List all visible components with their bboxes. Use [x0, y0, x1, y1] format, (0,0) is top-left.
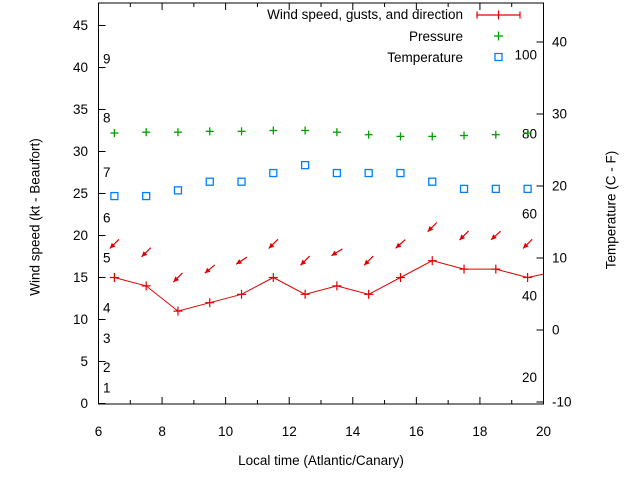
y-left-tick-label: 35 — [73, 102, 88, 117]
y-right-tick-label: 10 — [552, 251, 567, 266]
wind-line — [114, 260, 544, 312]
wind-series — [109, 256, 544, 316]
fahrenheit-labels: 20 40 60 80 100 — [514, 47, 537, 385]
beaufort-label: 8 — [103, 110, 111, 125]
gust-direction-arrows — [109, 222, 533, 283]
beaufort-label: 3 — [103, 331, 111, 346]
wind-arrow-head — [331, 250, 338, 256]
y-left-axis-title: Wind speed (kt - Beaufort) — [27, 138, 43, 296]
pressure-series — [110, 126, 532, 141]
x-tick-label: 20 — [536, 424, 551, 439]
wind-arrow-head — [427, 226, 434, 232]
y-left-tick-label: 0 — [80, 396, 88, 411]
y-right-tick-label: 40 — [552, 35, 567, 50]
y-left-tick-label: 15 — [73, 270, 88, 285]
x-tick-label: 10 — [218, 424, 233, 439]
x-tick-label: 12 — [282, 424, 297, 439]
beaufort-label: 5 — [103, 251, 111, 266]
temperature-point — [205, 177, 214, 186]
y-right-tick-label: 20 — [552, 179, 567, 194]
x-axis: 6 8 10 12 14 16 18 20 — [95, 3, 551, 439]
beaufort-label: 9 — [103, 52, 111, 67]
temperature-point — [237, 177, 246, 186]
y-left-tick-label: 10 — [73, 312, 88, 327]
legend-row-wind: Wind speed, gusts, and direction — [267, 4, 522, 25]
temperature-point — [459, 184, 469, 194]
fahrenheit-label: 80 — [522, 127, 537, 142]
legend-label-pressure: Pressure — [408, 28, 463, 44]
wind-arrow-head — [204, 267, 211, 274]
wind-arrow-head — [300, 259, 307, 266]
wind-arrow-head — [141, 251, 148, 257]
legend-label-temperature: Temperature — [387, 49, 463, 65]
fahrenheit-label: 100 — [514, 47, 537, 62]
fahrenheit-label: 40 — [522, 289, 537, 304]
temperature-point — [300, 160, 310, 170]
beaufort-label: 1 — [103, 380, 111, 395]
pressure-plus-legend-icon — [475, 30, 522, 42]
wind-arrow-head — [395, 242, 402, 249]
x-tick-label: 6 — [95, 424, 103, 439]
legend-label-wind: Wind speed, gusts, and direction — [267, 7, 463, 23]
y-left-tick-label: 25 — [73, 186, 88, 201]
beaufort-label: 6 — [103, 210, 111, 225]
x-tick-label: 16 — [409, 424, 424, 439]
beaufort-labels: 1 2 3 4 5 6 7 8 9 — [103, 52, 111, 396]
y-left-axis: 0 5 10 15 20 25 30 35 40 45 — [73, 18, 106, 411]
y-right-axis: -10 0 10 20 30 40 — [536, 35, 572, 410]
y-left-tick-label: 40 — [73, 60, 88, 75]
x-tick-label: 18 — [472, 424, 487, 439]
legend-row-temperature: Temperature — [267, 47, 522, 68]
y-left-tick-label: 45 — [73, 18, 88, 33]
temperature-point — [491, 184, 500, 194]
legend: Wind speed, gusts, and direction Pressur… — [267, 4, 522, 68]
wind-arrow-head — [459, 234, 466, 241]
y-left-tick-label: 30 — [73, 144, 88, 159]
beaufort-label: 2 — [103, 360, 111, 375]
x-axis-title: Local time (Atlantic/Canary) — [238, 453, 404, 468]
temperature-point — [173, 186, 183, 195]
y-right-tick-label: 0 — [552, 323, 560, 338]
wind-errorbar-legend-icon — [475, 9, 522, 21]
temperature-point — [523, 184, 532, 194]
temperature-point — [396, 168, 405, 178]
temperature-series — [110, 160, 532, 201]
temperature-point — [364, 168, 373, 178]
x-tick-label: 8 — [158, 424, 166, 439]
temperature-square-legend-icon — [475, 51, 522, 63]
wind-arrow-head — [236, 259, 243, 265]
y-right-tick-label: 30 — [552, 107, 567, 122]
beaufort-label: 7 — [103, 165, 111, 180]
fahrenheit-label: 20 — [522, 370, 537, 385]
temperature-point — [110, 191, 119, 201]
temperature-point — [332, 168, 342, 178]
y-right-tick-label: -10 — [552, 395, 572, 410]
beaufort-label: 4 — [103, 301, 111, 316]
temperature-point — [269, 168, 278, 178]
wind-arrow-head — [268, 242, 275, 249]
wind-arrow-head — [490, 234, 497, 240]
fahrenheit-label: 60 — [522, 207, 537, 222]
y-left-tick-label: 20 — [73, 228, 88, 243]
wind-arrow-head — [173, 276, 180, 283]
temperature-point — [142, 191, 151, 201]
y-right-axis-title: Temperature (C - F) — [603, 150, 619, 270]
wind-arrow-head — [364, 259, 370, 266]
plot-border — [98, 2, 544, 405]
x-tick-label: 14 — [345, 424, 361, 439]
temperature-point — [428, 177, 437, 186]
wind-arrow-head — [109, 242, 116, 249]
wind-arrow-head — [523, 242, 529, 249]
legend-row-pressure: Pressure — [267, 25, 522, 46]
y-left-tick-label: 5 — [80, 354, 88, 369]
